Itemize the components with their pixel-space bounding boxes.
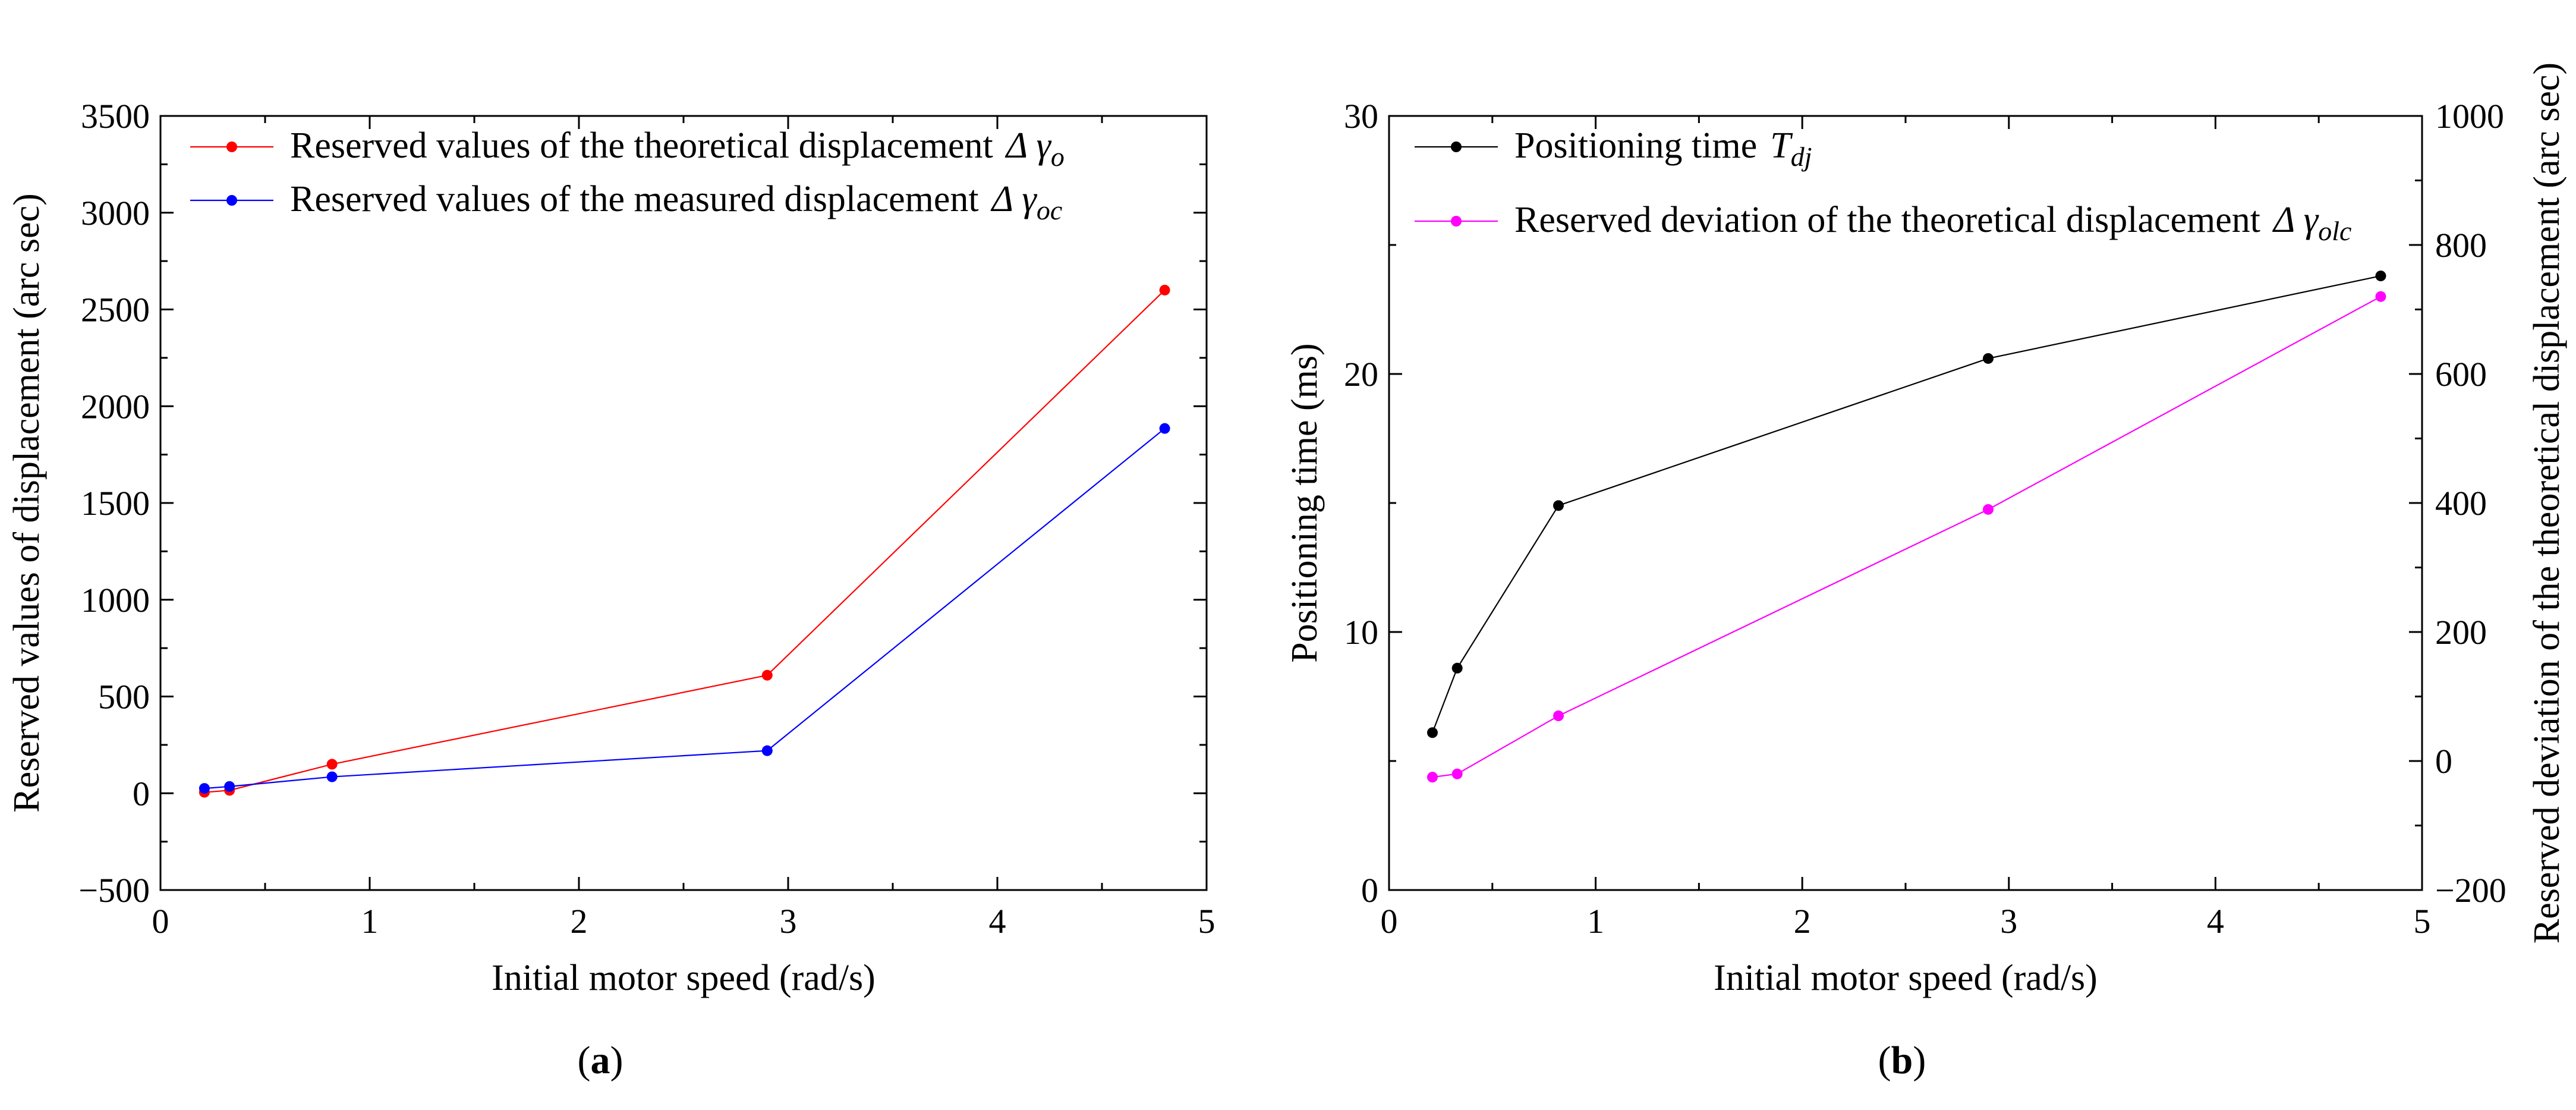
y-tick-label: 2000: [81, 387, 150, 426]
data-point-dj: [2375, 271, 2386, 282]
legend-subscript: o: [1051, 141, 1065, 172]
panel-a: 0 1 2 3 4 5−5000500100015002000250030003500In…: [7, 97, 1215, 1082]
series-line-olc: [1432, 295, 2382, 778]
data-point-oc: [761, 745, 773, 756]
legend-marker-dj: [1451, 141, 1462, 152]
data-point-dj: [1451, 662, 1463, 674]
caption-open-paren: (: [578, 1039, 591, 1082]
panel-caption: (a): [578, 1039, 623, 1082]
y2-tick-label: 200: [2435, 613, 2487, 652]
y2-tick-label: 600: [2435, 355, 2487, 394]
data-point-olc: [1983, 504, 1994, 515]
x-tick-label: 0: [152, 902, 169, 941]
series-line-dj: [1431, 275, 2381, 733]
legend-name: Reserved deviation of the theoretical di…: [1514, 200, 2260, 240]
legend-name: Reserved values of the theoretical displ…: [290, 125, 993, 166]
legend-subscript: olc: [2318, 216, 2351, 246]
legend-symbol: T: [1770, 125, 1793, 166]
data-point-olc: [1553, 710, 1564, 722]
data-point-o: [1159, 284, 1170, 295]
legend-entry-oc: Reserved values of the measured displace…: [290, 179, 1062, 225]
y2-axis-label: Reserved deviation of the theoretical di…: [2527, 62, 2567, 944]
x-tick-label: 0: [1381, 902, 1398, 941]
caption-close-paren: ): [1913, 1039, 1926, 1082]
series-line-oc: [204, 427, 1166, 790]
legend-marker-o: [226, 141, 237, 152]
legend-marker-olc: [1451, 216, 1462, 227]
legend-subscript: oc: [1037, 195, 1062, 225]
legend-name: Positioning time: [1514, 125, 1757, 166]
legend-name: Reserved values of the measured displace…: [290, 179, 979, 219]
y-tick-label: 1500: [81, 484, 150, 523]
legend-symbol: Δ γ: [990, 179, 1038, 219]
x-tick-label: 5: [2414, 902, 2431, 941]
data-point-dj: [1553, 500, 1564, 511]
data-point-olc: [2375, 291, 2386, 302]
caption-close-paren: ): [610, 1039, 623, 1082]
data-point-olc: [1451, 768, 1463, 779]
y2-tick-label: 0: [2435, 742, 2452, 781]
x-tick-label: 5: [1198, 902, 1215, 941]
data-point-dj: [1426, 727, 1438, 738]
x-tick-label: 3: [780, 902, 797, 941]
x-tick-label: 4: [2207, 902, 2224, 941]
legend-entry-dj: Positioning time Tdj: [1514, 125, 1812, 172]
x-tick-label: 1: [1587, 902, 1604, 941]
caption-letter: a: [591, 1039, 610, 1082]
legend-symbol: Δ γ: [2272, 200, 2319, 240]
x-axis-label: Initial motor speed (rad/s): [1714, 958, 2098, 998]
data-point-o: [326, 759, 338, 770]
y-tick-label: 500: [98, 678, 150, 716]
y-axis-label: Positioning time (ms): [1284, 343, 1325, 662]
data-point-oc: [1159, 423, 1170, 434]
data-point-oc: [224, 781, 235, 792]
y-tick-label: 1000: [81, 581, 150, 620]
y-tick-label: 0: [1361, 871, 1378, 910]
x-tick-label: 4: [989, 902, 1006, 941]
caption-open-paren: (: [1878, 1039, 1891, 1082]
y2-tick-label: −200: [2435, 871, 2506, 910]
caption-letter: b: [1891, 1039, 1913, 1082]
y2-tick-label: 800: [2435, 226, 2487, 265]
y-tick-label: 0: [133, 774, 150, 813]
series-line-o: [204, 290, 1166, 793]
x-tick-label: 3: [2000, 902, 2017, 941]
legend-symbol: Δ γ: [1004, 125, 1052, 166]
plot-frame: [159, 115, 1208, 891]
y-tick-label: 10: [1344, 613, 1378, 652]
data-point-o: [761, 669, 773, 681]
legend-marker-oc: [226, 195, 237, 206]
y2-tick-label: 1000: [2435, 97, 2504, 136]
y-tick-label: 30: [1344, 97, 1378, 136]
data-point-oc: [326, 771, 338, 782]
y-tick-label: 3500: [81, 97, 150, 136]
data-point-dj: [1983, 353, 1994, 364]
y-tick-label: 2500: [81, 291, 150, 329]
y2-tick-label: 400: [2435, 484, 2487, 523]
y-tick-label: −500: [78, 871, 150, 910]
x-tick-label: 2: [1794, 902, 1811, 941]
data-point-olc: [1426, 772, 1438, 783]
x-tick-label: 2: [571, 902, 588, 941]
data-point-oc: [199, 783, 210, 794]
legend-subscript: dj: [1791, 141, 1812, 172]
legend-entry-o: Reserved values of the theoretical displ…: [290, 125, 1065, 172]
x-tick-label: 1: [361, 902, 379, 941]
y-axis-label: Reserved values of displacement (arc sec…: [7, 193, 47, 812]
panel-b: 0 1 2 3 4 5 0 10 20 30 −200 0 200 400 600 800 1000 Initia…: [1284, 62, 2567, 1082]
y-tick-label: 3000: [81, 194, 150, 232]
x-axis-label: Initial motor speed (rad/s): [492, 958, 876, 998]
panel-caption: (b): [1878, 1039, 1926, 1082]
y-tick-label: 20: [1344, 355, 1378, 394]
legend-entry-olc: Reserved deviation of the theoretical di…: [1514, 200, 2351, 246]
